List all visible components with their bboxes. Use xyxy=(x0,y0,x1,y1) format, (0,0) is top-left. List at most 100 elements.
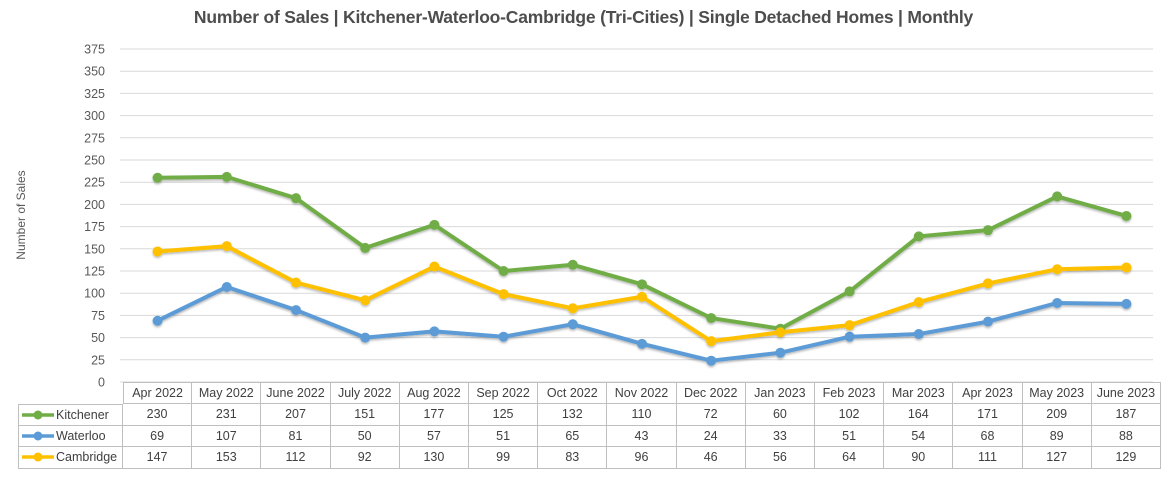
table-header-cell: May 2023 xyxy=(1022,382,1092,404)
table-value-cell: 112 xyxy=(261,447,331,469)
table-value-cell: 72 xyxy=(676,404,746,426)
data-table: Apr 2022 May 2022 June 2022 July 2022 Aug 20… xyxy=(18,382,1161,469)
legend-label: Kitchener xyxy=(56,407,109,422)
table-value-cell: 90 xyxy=(884,447,954,469)
table-header-cell: July 2022 xyxy=(330,382,400,404)
y-tick-label: 0 xyxy=(98,376,105,390)
table-value-cell: 54 xyxy=(884,425,954,447)
table-value-cell: 187 xyxy=(1091,404,1161,426)
data-point-marker xyxy=(913,297,924,308)
table-value-cell: 129 xyxy=(1091,447,1161,469)
table-value-cell: 46 xyxy=(676,447,746,469)
data-point-marker xyxy=(152,172,163,183)
table-header-cell: Apr 2023 xyxy=(953,382,1023,404)
data-point-marker xyxy=(1121,210,1132,221)
table-header-cell: Sep 2022 xyxy=(468,382,539,404)
table-value-cell: 50 xyxy=(330,425,400,447)
data-point-marker xyxy=(637,279,647,290)
table-value-cell: 130 xyxy=(399,447,469,469)
data-point-marker xyxy=(1052,191,1063,202)
data-point-marker xyxy=(1052,264,1063,275)
legend-key-icon xyxy=(22,452,54,462)
table-value-cell: 107 xyxy=(192,425,262,447)
data-point-marker xyxy=(291,305,301,316)
table-value-cell: 69 xyxy=(123,425,193,447)
data-point-marker xyxy=(844,331,855,342)
y-tick-label: 375 xyxy=(84,43,105,57)
table-value-cell: 43 xyxy=(607,425,677,447)
table-value-cell: 111 xyxy=(953,447,1023,469)
table-header-cell: Aug 2022 xyxy=(399,382,469,404)
data-point-marker xyxy=(706,355,717,366)
data-point-marker xyxy=(706,336,717,347)
data-point-marker xyxy=(360,242,371,253)
data-point-marker xyxy=(775,347,786,358)
table-value-cell: 57 xyxy=(399,425,469,447)
legend-label: Waterloo xyxy=(56,428,106,443)
legend-key-icon xyxy=(22,410,54,420)
data-point-marker xyxy=(567,319,578,330)
table-value-cell: 81 xyxy=(261,425,331,447)
y-tick-label: 350 xyxy=(84,65,105,79)
table-value-cell: 209 xyxy=(1022,404,1092,426)
data-point-marker xyxy=(983,278,993,289)
data-point-marker xyxy=(498,331,509,342)
y-tick-label: 300 xyxy=(84,109,105,123)
data-point-marker xyxy=(360,295,371,306)
data-point-marker xyxy=(913,329,924,340)
chart-title: Number of Sales | Kitchener-Waterloo-Cam… xyxy=(193,7,974,27)
table-value-cell: 153 xyxy=(192,447,262,469)
data-point-marker xyxy=(1121,298,1132,309)
y-tick-label: 100 xyxy=(84,287,105,301)
table-header-cell: Apr 2022 xyxy=(123,382,193,404)
table-header-cell: Oct 2022 xyxy=(538,382,608,404)
y-tick-label: 25 xyxy=(91,353,105,367)
table-header-cell: Nov 2022 xyxy=(607,382,677,404)
series-waterloo xyxy=(152,281,1132,366)
table-value-cell: 96 xyxy=(607,447,677,469)
table-header-cell: Jan 2023 xyxy=(745,382,815,404)
data-point-marker xyxy=(498,266,509,276)
data-point-marker xyxy=(152,315,163,326)
series-cambridge xyxy=(152,241,1132,347)
table-value-cell: 64 xyxy=(814,447,885,469)
data-point-marker xyxy=(291,277,301,288)
data-point-marker xyxy=(221,241,232,252)
table-value-cell: 164 xyxy=(884,404,954,426)
table-value-cell: 207 xyxy=(261,404,331,426)
data-point-marker xyxy=(567,303,578,314)
table-value-cell: 56 xyxy=(745,447,815,469)
data-point-marker xyxy=(637,291,647,302)
table-value-cell: 51 xyxy=(814,425,885,447)
data-point-marker xyxy=(913,231,924,242)
series-line xyxy=(155,174,1129,331)
table-value-cell: 110 xyxy=(607,404,677,426)
table-header-cell: Feb 2023 xyxy=(814,382,885,404)
table-header-cell: June 2022 xyxy=(261,382,331,404)
table-corner-spacer xyxy=(18,382,123,404)
table-value-cell: 51 xyxy=(468,425,539,447)
y-tick-label: 150 xyxy=(84,242,105,256)
y-tick-label: 50 xyxy=(91,331,105,345)
y-tick-label: 250 xyxy=(84,154,105,168)
table-header-cell: Dec 2022 xyxy=(676,382,746,404)
table-value-cell: 230 xyxy=(123,404,193,426)
table-value-cell: 33 xyxy=(745,425,815,447)
legend-key-icon xyxy=(22,431,54,441)
y-tick-label: 75 xyxy=(91,309,105,323)
data-point-marker xyxy=(1052,297,1063,308)
table-value-cell: 151 xyxy=(330,404,400,426)
table-value-cell: 231 xyxy=(192,404,262,426)
data-point-marker xyxy=(637,338,647,349)
y-tick-label: 200 xyxy=(84,198,105,212)
data-point-marker xyxy=(983,316,993,327)
table-header-cell: June 2023 xyxy=(1091,382,1161,404)
table-value-cell: 127 xyxy=(1022,447,1092,469)
data-point-marker xyxy=(221,171,232,182)
data-point-marker xyxy=(1121,262,1132,273)
table-value-cell: 88 xyxy=(1091,425,1161,447)
legend-cell: Cambridge xyxy=(18,447,123,469)
data-point-marker xyxy=(429,261,440,272)
table-value-cell: 147 xyxy=(123,447,193,469)
